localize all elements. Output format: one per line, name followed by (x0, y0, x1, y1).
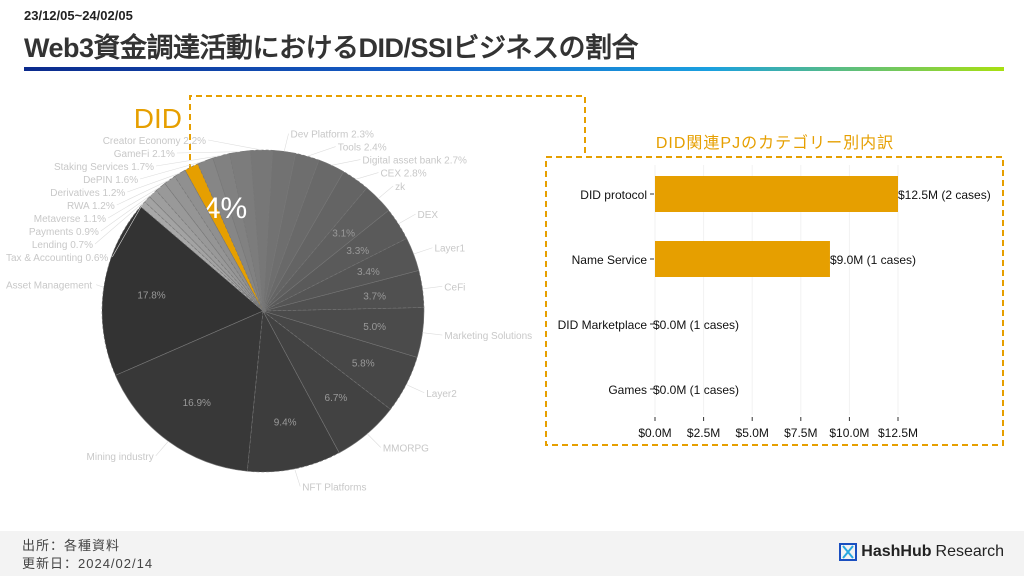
pie-pct-label: 3.7% (363, 291, 386, 302)
pie-label: Marketing Solutions (444, 331, 532, 342)
chart-canvas: 17.8% 16.9% 9.4% 6.7% 5.8% 5.0% 3.7% 3.4% 3.3% 3.… (6, 95, 1004, 494)
pie-label: Payments 0.9% (29, 227, 99, 238)
y-tick-label: Name Service (572, 253, 648, 267)
logo-text-bold: HashHub (861, 543, 932, 560)
x-tick-label: $12.5M (878, 426, 918, 440)
title-divider (24, 67, 1004, 71)
bar (655, 176, 898, 212)
pie-label: GameFi 2.1% (114, 149, 175, 160)
pie-label: Lending 0.7% (32, 240, 93, 251)
logo-icon (839, 543, 858, 561)
pie-label: Asset Management (6, 281, 92, 292)
pie-leader-line (155, 155, 222, 167)
pie-label: RWA 1.2% (67, 201, 115, 212)
pie-pct-label: 5.8% (352, 358, 375, 369)
pie-label: Layer1 (434, 244, 465, 255)
bar-data-label: $0.0M (1 cases) (653, 383, 739, 397)
pie-label: DEX (418, 210, 439, 221)
pie-label: Derivatives 1.2% (50, 188, 125, 199)
x-tick-label: $5.0M (736, 426, 769, 440)
pie-leader-line (294, 468, 301, 487)
pie-leader-line (366, 433, 382, 448)
pie-slice-dex (262, 209, 408, 312)
pie-pct-label: 3.3% (346, 246, 369, 257)
pie-slice-mining-industry (115, 310, 264, 472)
pie-leader-line (176, 151, 240, 154)
pie-leader-line (307, 146, 336, 157)
pie-leader-line (398, 213, 416, 225)
pie-leader-line (422, 286, 443, 290)
pie-label: Metaverse 1.1% (34, 214, 106, 225)
pie-leader-line (283, 133, 289, 152)
pie-label: Dev Platform 2.3% (291, 130, 374, 141)
pie-leader-line (208, 139, 262, 151)
pie-leader-line (94, 199, 148, 245)
pie-pct-label: 6.7% (325, 393, 348, 404)
logo-text-light: Research (935, 543, 1004, 560)
hashhub-logo: HashHub Research (839, 543, 1004, 561)
pie-leader-line (127, 172, 180, 193)
bar-chart-title: DID関連PJのカテゴリー別内訳 (656, 133, 894, 152)
bar-data-label: $12.5M (2 cases) (898, 188, 991, 202)
pie-label: Mining industry (87, 452, 154, 463)
pie-label: DePIN 1.6% (83, 175, 138, 186)
bar (655, 241, 830, 277)
pie-slice-layer2 (262, 310, 418, 410)
x-tick-label: $0.0M (638, 426, 671, 440)
source-note: 出所：各種資料 (22, 538, 121, 553)
pie-label: CEX 2.8% (380, 169, 426, 180)
pie-pct-label: 3.4% (357, 267, 380, 278)
pie-slice-nft-platforms (247, 309, 340, 473)
pie-label: MMORPG (383, 443, 429, 454)
pie-slice-staking-services (212, 153, 264, 312)
y-tick-label: Games (608, 383, 647, 397)
x-tick-label: $10.0M (829, 426, 869, 440)
period-label: 23/12/05~24/02/05 (24, 8, 133, 23)
pie-leader-line (413, 247, 433, 255)
pie-chart: 17.8% 16.9% 9.4% 6.7% 5.8% 5.0% 3.7% 3.4% 3.3% 3.… (6, 95, 586, 494)
pie-leader-line (112, 204, 143, 258)
pie-label: zk (395, 182, 406, 193)
pie-leader-line (96, 284, 104, 288)
updated-date: 更新日：2024/02/14 (22, 556, 154, 571)
pie-label: Tools 2.4% (338, 143, 387, 154)
pie-pct-label: 3.1% (332, 228, 355, 239)
pie-leader-line (100, 193, 153, 232)
y-tick-label: DID protocol (580, 188, 647, 202)
pie-leader-line (155, 441, 169, 457)
pie-leader-line (422, 332, 443, 336)
pie-leader-line (107, 186, 161, 219)
page-title: Web3資金調達活動におけるDID/SSIビジネスの割合 (24, 33, 639, 63)
callout-connector (189, 95, 586, 170)
pie-leader-line (331, 159, 361, 166)
callout-box (545, 156, 1004, 446)
pie-leader-line (116, 179, 170, 206)
pie-slice-tax-accounting (140, 201, 264, 312)
pie-pct-label: 5.0% (363, 322, 386, 333)
bar-data-label: $0.0M (1 cases) (653, 318, 739, 332)
pie-leader-line (378, 185, 394, 199)
pie-pct-label: 16.9% (183, 398, 211, 409)
x-tick-label: $7.5M (784, 426, 817, 440)
pie-label: NFT Platforms (302, 483, 366, 494)
pie-label-did: DID (134, 103, 182, 134)
pie-pct-label: 9.4% (274, 417, 297, 428)
pie-label: CeFi (444, 282, 465, 293)
y-tick-label: DID Marketplace (558, 318, 648, 332)
pie-leader-line (140, 160, 206, 180)
pie-label: Tax & Accounting 0.6% (6, 253, 108, 264)
pie-leader-line (406, 384, 425, 394)
pie-slice-cefi (262, 270, 425, 312)
x-tick-label: $2.5M (687, 426, 720, 440)
pie-label: Digital asset bank 2.7% (362, 156, 467, 167)
pie-leader-line (355, 172, 379, 180)
pie-label: Creator Economy 2.2% (103, 136, 206, 147)
pie-slice-asset-management (101, 206, 264, 376)
pie-pct-label: 17.8% (137, 290, 165, 301)
pie-label: Staking Services 1.7% (54, 162, 154, 173)
footer: 出所：各種資料 更新日：2024/02/14 HashHub Research (0, 531, 1024, 576)
bar-chart: DID関連PJのカテゴリー別内訳 $0.0M $2.5M $5.0M $7.5M $10.… (545, 133, 1004, 446)
bar-data-label: $9.0M (1 cases) (830, 253, 916, 267)
pie-label: Layer2 (426, 389, 457, 400)
